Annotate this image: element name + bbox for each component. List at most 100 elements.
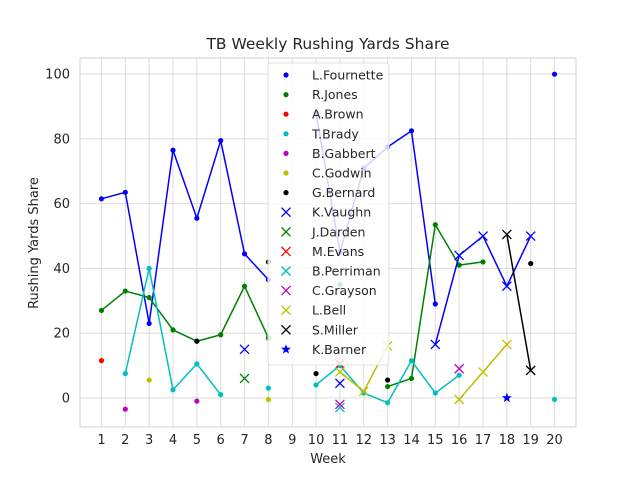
data-point — [334, 367, 345, 377]
series-b-gabbert — [122, 398, 200, 412]
data-point — [456, 372, 462, 378]
data-point — [454, 250, 465, 261]
x-tick-label: 11 — [332, 433, 349, 448]
legend-marker — [283, 72, 289, 78]
series-line-segment — [124, 192, 150, 324]
data-point — [239, 373, 250, 384]
x-tick-label: 2 — [121, 433, 129, 448]
data-point — [478, 367, 488, 377]
series-line-segment — [172, 329, 198, 342]
data-point — [408, 128, 415, 134]
data-point — [454, 363, 465, 374]
data-point — [385, 383, 391, 390]
y-tick-label: 80 — [53, 132, 70, 147]
legend-label: L.Bell — [312, 303, 346, 318]
legend-label: B.Perriman — [312, 264, 381, 279]
legend-item: L.Bell — [281, 303, 346, 318]
series-line-segment — [506, 234, 532, 371]
x-tick-label: 5 — [193, 433, 201, 448]
y-tick-label: 40 — [53, 262, 70, 277]
series-line-segment — [196, 334, 221, 342]
series-layer — [98, 71, 558, 413]
legend-marker — [281, 305, 291, 316]
series-line-segment — [434, 224, 460, 266]
data-point — [146, 265, 152, 271]
legend-item: S.Miller — [281, 322, 359, 337]
data-point — [313, 370, 319, 377]
x-tick-label: 20 — [546, 433, 563, 448]
data-point — [170, 327, 176, 333]
series-line-segment — [410, 224, 437, 379]
legend-marker — [283, 111, 289, 117]
data-point — [146, 294, 152, 301]
series-line-segment — [172, 363, 198, 391]
legend-label: R.Jones — [312, 87, 358, 102]
data-point — [122, 406, 128, 412]
data-point — [480, 259, 486, 265]
series-r-jones — [98, 222, 486, 390]
series-k-barner — [501, 392, 512, 403]
data-point — [334, 399, 345, 410]
data-point — [194, 338, 200, 344]
series-line-segment — [243, 253, 269, 281]
legend-label: M.Evans — [312, 244, 364, 259]
x-axis-label: Week — [310, 452, 346, 467]
x-tick-label: 10 — [308, 433, 325, 448]
legend-item: B.Perriman — [281, 264, 381, 279]
legend-item: K.Barner — [281, 342, 367, 357]
x-tick-label: 16 — [451, 433, 468, 448]
data-point — [432, 390, 438, 396]
legend-label: K.Barner — [312, 342, 367, 357]
x-tick-label: 6 — [217, 433, 225, 448]
series-line-segment — [387, 130, 412, 148]
legend-marker — [281, 344, 291, 354]
data-point — [551, 396, 558, 403]
data-point — [408, 358, 415, 364]
legend-marker — [283, 190, 289, 196]
data-point — [218, 392, 224, 398]
data-point — [194, 398, 200, 404]
data-point — [218, 332, 224, 338]
legend-label: C.Godwin — [312, 166, 372, 181]
legend-item: G.Bernard — [283, 185, 375, 200]
data-point — [358, 386, 369, 397]
y-axis-label: Rushing Yards Share — [27, 177, 42, 309]
series-k-vaughn — [239, 231, 536, 389]
series-c-godwin — [146, 377, 271, 403]
data-point — [432, 301, 438, 307]
legend-item: C.Godwin — [283, 166, 372, 181]
data-point — [430, 339, 441, 350]
x-tick-label: 1 — [97, 433, 105, 448]
legend-marker — [283, 92, 289, 98]
data-point — [98, 358, 105, 364]
data-point — [146, 320, 152, 327]
legend-item: M.Evans — [281, 244, 364, 259]
series-line-segment — [220, 285, 246, 336]
series-line-segment — [148, 268, 174, 390]
y-axis-ticks: 0 20 40 60 80 100 — [45, 68, 70, 407]
x-tick-label: 13 — [379, 433, 396, 448]
legend-label: S.Miller — [312, 322, 359, 337]
data-point — [456, 262, 462, 268]
data-point — [170, 387, 176, 393]
y-tick-label: 20 — [53, 327, 70, 342]
series-line-segment — [172, 150, 198, 219]
series-line-segment — [219, 140, 246, 254]
legend-label: L.Fournette — [312, 68, 384, 83]
data-point — [501, 392, 512, 403]
y-tick-label: 0 — [62, 391, 70, 406]
x-tick-label: 9 — [288, 433, 296, 448]
legend-marker — [283, 150, 289, 156]
data-point — [432, 222, 438, 228]
plot-frame — [79, 57, 577, 428]
legend-marker — [281, 324, 291, 335]
data-point — [194, 215, 200, 221]
series-c-grayson — [334, 363, 465, 410]
series-line-segment — [410, 130, 437, 305]
data-point — [239, 344, 250, 355]
legend-marker — [283, 131, 289, 137]
data-point — [334, 378, 345, 389]
legend-label: K.Vaughn — [312, 205, 371, 220]
x-tick-label: 18 — [499, 433, 516, 448]
series-line-segment — [434, 255, 460, 345]
